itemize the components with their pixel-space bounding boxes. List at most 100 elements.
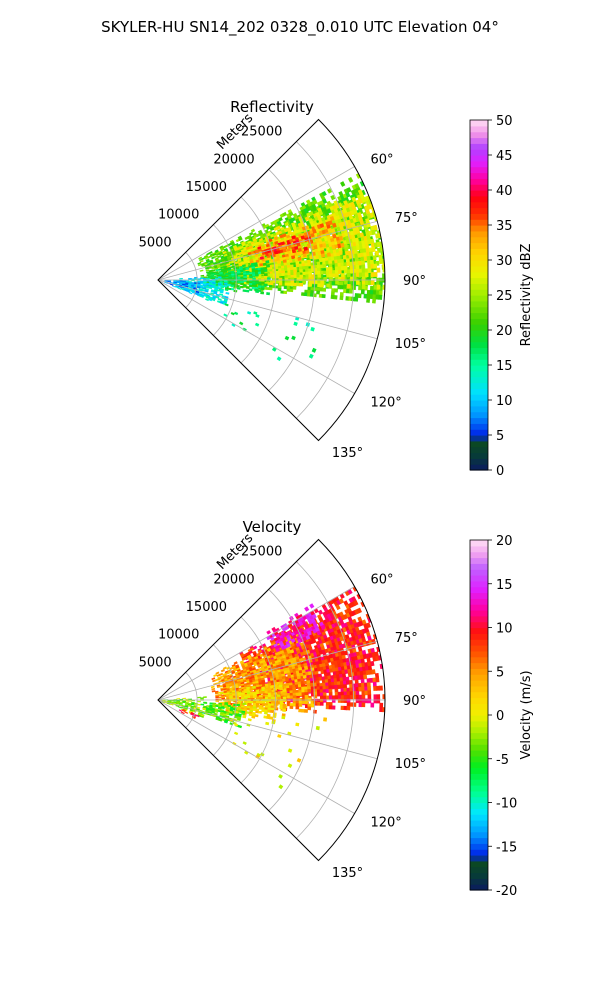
echo-cell <box>261 245 266 250</box>
colorbar-swatch <box>470 312 488 319</box>
echo-cell <box>234 261 239 264</box>
echo-cell <box>205 298 210 302</box>
echo-cell <box>322 689 327 694</box>
echo-cell <box>282 696 287 700</box>
echo-cell <box>319 223 325 229</box>
echo-cell <box>296 274 301 279</box>
colorbar-swatch <box>470 125 488 133</box>
echo-cell <box>289 692 294 697</box>
echo-cell <box>249 284 253 288</box>
echo-cell <box>216 289 221 292</box>
echo-cell <box>340 705 345 711</box>
echo-cell <box>316 692 321 697</box>
colorbar-tick-label: 40 <box>496 184 513 199</box>
echo-cell <box>299 274 304 279</box>
echo-cell <box>164 280 169 282</box>
echo-cell <box>335 273 339 278</box>
echo-cell <box>237 258 242 262</box>
echo-cell <box>285 256 290 261</box>
colorbar-swatch <box>470 166 488 174</box>
echo-cell <box>220 286 225 289</box>
azimuth-tick-label: 60° <box>370 153 393 168</box>
colorbar-tick-label: 10 <box>496 394 513 409</box>
echo-cell <box>282 691 287 695</box>
echo-cell <box>308 268 312 273</box>
echo-cell <box>331 281 336 286</box>
colorbar-swatch <box>470 155 488 162</box>
echo-cell <box>305 271 309 276</box>
reflectivity-panel: Reflectivity 50001000015000200002500060°… <box>139 98 534 479</box>
echo-cell <box>259 256 264 260</box>
echo-cell <box>371 229 376 236</box>
colorbar-swatch <box>470 306 488 314</box>
echo-cell <box>208 251 213 255</box>
echo-cell <box>224 268 229 272</box>
echo-cell <box>370 280 375 286</box>
echo-cell <box>214 691 219 695</box>
echo-cell <box>329 273 333 278</box>
echo-cell <box>358 686 363 692</box>
echo-cell <box>337 691 342 696</box>
echo-cell <box>268 287 273 291</box>
echo-cell <box>188 283 192 286</box>
echo-cell <box>361 260 366 266</box>
echo-cell <box>314 238 320 243</box>
echo-cell <box>316 701 321 706</box>
echo-cell <box>364 280 369 286</box>
echo-cell <box>260 271 265 275</box>
echo-cell <box>206 274 211 277</box>
echo-cell <box>217 287 222 290</box>
echo-cell <box>348 679 353 685</box>
echo-cell <box>202 287 207 290</box>
echo-cell <box>310 232 315 238</box>
echo-cell <box>369 251 374 257</box>
echo-cell <box>310 703 315 708</box>
colorbar-tick-label: 15 <box>496 359 513 374</box>
echo-cell <box>283 285 288 290</box>
echo-cell <box>304 606 310 612</box>
echo-cell <box>325 702 330 706</box>
echo-cell <box>284 272 289 276</box>
echo-cell <box>333 295 338 300</box>
echo-cell <box>332 233 337 239</box>
echo-cell <box>322 692 327 697</box>
echo-cell <box>270 685 274 689</box>
echo-cell <box>298 708 303 713</box>
echo-cell <box>352 281 357 287</box>
echo-cell <box>265 260 270 264</box>
echo-cell <box>328 263 333 268</box>
colorbar-swatch <box>470 359 488 366</box>
echo-cell <box>264 690 269 694</box>
echo-cell <box>302 271 307 276</box>
echo-cell <box>334 288 338 293</box>
echo-cell <box>285 677 290 682</box>
echo-cell <box>328 702 333 707</box>
echo-cell <box>235 706 240 710</box>
echo-cell <box>328 220 333 226</box>
echo-cell <box>361 698 366 704</box>
echo-cell <box>301 692 306 696</box>
echo-cell <box>197 281 201 284</box>
echo-cell <box>246 707 251 711</box>
echo-cell <box>337 285 342 290</box>
echo-cell <box>215 700 220 702</box>
echo-cell <box>255 290 260 294</box>
echo-cell <box>226 697 230 700</box>
echo-cell <box>339 295 344 301</box>
echo-cell <box>317 283 321 288</box>
echo-cell <box>278 272 283 277</box>
echo-cell <box>182 281 186 283</box>
echo-cell <box>261 703 266 706</box>
echo-cell <box>293 272 298 276</box>
echo-cell <box>223 253 228 257</box>
echo-cell <box>346 269 351 274</box>
colorbar-swatch <box>470 411 488 419</box>
echo-cell <box>223 280 228 283</box>
colorbar-tick-label: 35 <box>496 219 513 234</box>
colorbar-swatch <box>470 195 488 203</box>
echo-cell <box>320 280 324 285</box>
echo-cell <box>276 694 281 698</box>
echo-cell <box>205 269 210 272</box>
echo-cell <box>286 700 291 704</box>
